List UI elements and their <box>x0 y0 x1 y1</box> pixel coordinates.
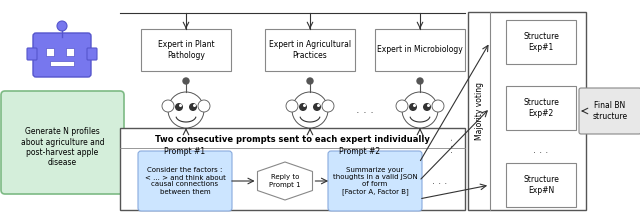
FancyBboxPatch shape <box>87 48 97 60</box>
Circle shape <box>417 78 423 84</box>
Text: Prompt #1: Prompt #1 <box>164 146 205 155</box>
Circle shape <box>396 100 408 112</box>
Bar <box>468 12 586 210</box>
Text: Structure
Exp#2: Structure Exp#2 <box>523 98 559 118</box>
Circle shape <box>423 103 431 111</box>
Text: . . .: . . . <box>445 137 455 153</box>
Text: Expert in Agricultural
Practices: Expert in Agricultural Practices <box>269 40 351 60</box>
Circle shape <box>175 103 183 111</box>
Circle shape <box>317 104 320 107</box>
Text: . . .: . . . <box>533 145 548 155</box>
Circle shape <box>198 100 210 112</box>
Circle shape <box>162 100 174 112</box>
Text: . . .: . . . <box>356 105 374 115</box>
Bar <box>50 61 74 66</box>
Circle shape <box>57 21 67 31</box>
Circle shape <box>168 92 204 128</box>
FancyBboxPatch shape <box>33 33 91 77</box>
Text: Expert in Microbiology: Expert in Microbiology <box>377 46 463 54</box>
Circle shape <box>313 103 321 111</box>
Bar <box>265 29 355 71</box>
Text: . . .: . . . <box>433 176 447 186</box>
Circle shape <box>183 78 189 84</box>
Circle shape <box>303 104 306 107</box>
Circle shape <box>179 104 182 107</box>
Circle shape <box>432 100 444 112</box>
FancyBboxPatch shape <box>27 48 37 60</box>
Bar <box>506 86 576 130</box>
Text: Generate N profiles
about agriculture and
post-harvest apple
disease: Generate N profiles about agriculture an… <box>20 127 104 167</box>
Text: Prompt #2: Prompt #2 <box>339 146 381 155</box>
Circle shape <box>193 104 196 107</box>
Circle shape <box>402 92 438 128</box>
Circle shape <box>292 92 328 128</box>
Bar <box>141 29 231 71</box>
Text: Expert in Plant
Pathology: Expert in Plant Pathology <box>157 40 214 60</box>
Circle shape <box>409 103 417 111</box>
Bar <box>375 29 465 71</box>
Circle shape <box>286 100 298 112</box>
Bar <box>120 128 465 210</box>
FancyBboxPatch shape <box>328 151 422 211</box>
Bar <box>46 48 54 56</box>
FancyBboxPatch shape <box>1 91 124 194</box>
Circle shape <box>307 78 313 84</box>
Bar <box>66 48 74 56</box>
FancyBboxPatch shape <box>138 151 232 211</box>
Text: Two consecutive prompts sent to each expert individually: Two consecutive prompts sent to each exp… <box>155 135 430 143</box>
FancyBboxPatch shape <box>579 88 640 134</box>
Circle shape <box>189 103 197 111</box>
Circle shape <box>413 104 416 107</box>
Circle shape <box>322 100 334 112</box>
Text: Summarize your
thoughts in a valid JSON
of form
[Factor A, Factor B]: Summarize your thoughts in a valid JSON … <box>333 167 417 195</box>
Text: Structure
Exp#1: Structure Exp#1 <box>523 32 559 52</box>
Text: Final BN
structure: Final BN structure <box>593 101 628 121</box>
Text: Majority voting: Majority voting <box>474 82 483 140</box>
Polygon shape <box>257 162 312 200</box>
Text: Structure
Exp#N: Structure Exp#N <box>523 175 559 195</box>
Text: Reply to
Prompt 1: Reply to Prompt 1 <box>269 174 301 187</box>
Circle shape <box>427 104 430 107</box>
Bar <box>506 163 576 207</box>
Text: Consider the factors :
< ... > and think about
causal connections
between them: Consider the factors : < ... > and think… <box>145 167 225 194</box>
Circle shape <box>299 103 307 111</box>
Bar <box>506 20 576 64</box>
